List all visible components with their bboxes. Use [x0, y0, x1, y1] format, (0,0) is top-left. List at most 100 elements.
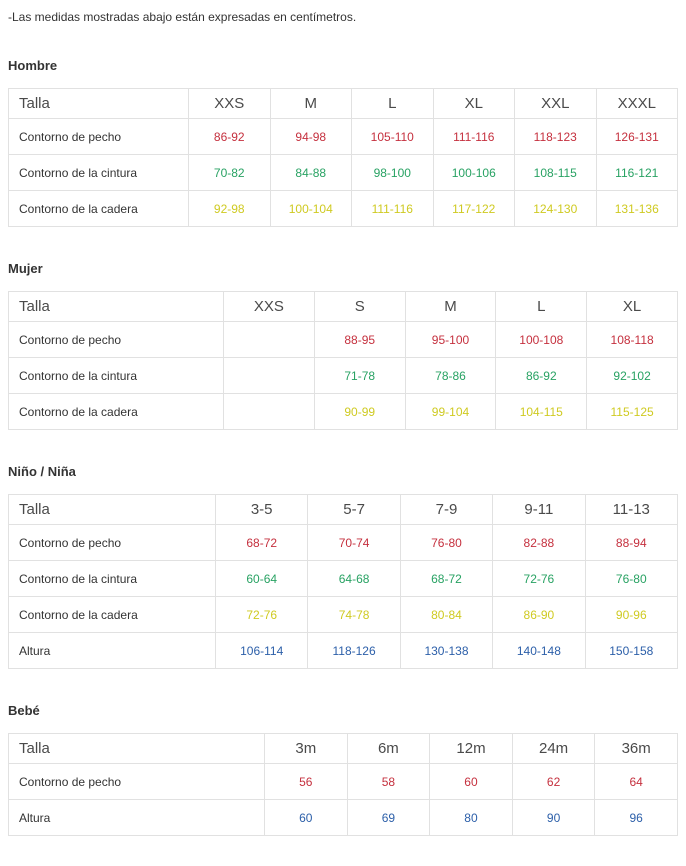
table-row: Contorno de la cintura 60-64 64-68 68-72…: [8, 560, 679, 597]
section-title-mujer: Mujer: [8, 261, 43, 276]
cell-value: 76-80: [584, 560, 679, 597]
cell-value: 70-74: [307, 524, 401, 561]
cell-value: 90: [511, 799, 596, 836]
cell-value: 106-114: [214, 632, 309, 669]
section-title-bebe: Bebé: [8, 703, 40, 718]
column-header-size: M: [404, 291, 497, 322]
cell-value: 72-76: [214, 596, 309, 633]
section-hombre: Hombre Talla XXS M L XL XXL XXXL Contorn…: [8, 58, 678, 227]
column-header-size: L: [351, 88, 434, 119]
cell-value: 90-96: [584, 596, 679, 633]
row-label: Contorno de la cintura: [8, 154, 189, 191]
table-header-row: Talla 3m 6m 12m 24m 36m: [8, 733, 678, 764]
table-row: Altura 106-114 118-126 130-138 140-148 1…: [8, 632, 679, 669]
cell-value: 70-82: [188, 154, 271, 191]
table-header-row: Talla 3-5 5-7 7-9 9-11 11-13: [8, 494, 679, 525]
column-header-size: 11-13: [584, 494, 679, 525]
bebe-size-table: Talla 3m 6m 12m 24m 36m Contorno de pech…: [8, 733, 678, 836]
table-header-row: Talla XXS M L XL XXL XXXL: [8, 88, 678, 119]
cell-value: 74-78: [307, 596, 401, 633]
column-header-size: 3-5: [214, 494, 309, 525]
cell-value: 108-118: [586, 321, 678, 358]
section-title-nino-nina: Niño / Niña: [8, 464, 76, 479]
column-header-size: 9-11: [492, 494, 586, 525]
column-header-size: 12m: [429, 733, 513, 764]
cell-value: 116-121: [595, 154, 678, 191]
row-label: Altura: [8, 799, 265, 836]
table-header-row: Talla XXS S M L XL: [8, 291, 678, 322]
table-row: Altura 60 69 80 90 96: [8, 799, 678, 836]
column-header-size: XXXL: [595, 88, 678, 119]
cell-value: 131-136: [595, 190, 678, 227]
cell-value: 105-110: [351, 118, 434, 155]
measurements-note: -Las medidas mostradas abajo están expre…: [8, 10, 357, 24]
cell-value: 68-72: [214, 524, 309, 561]
column-header-size: XL: [432, 88, 515, 119]
column-header-size: 3m: [264, 733, 348, 764]
cell-value: 86-92: [188, 118, 271, 155]
cell-value: 100-104: [269, 190, 352, 227]
column-header-size: 36m: [594, 733, 678, 764]
cell-value: 150-158: [584, 632, 679, 669]
table-row: Contorno de la cadera 92-98 100-104 111-…: [8, 190, 678, 227]
table-row: Contorno de la cintura 70-82 84-88 98-10…: [8, 154, 678, 191]
table-row: Contorno de la cadera 72-76 74-78 80-84 …: [8, 596, 679, 633]
cell-value: 82-88: [492, 524, 586, 561]
row-label: Contorno de la cadera: [8, 190, 189, 227]
row-label: Contorno de la cintura: [8, 357, 224, 394]
cell-value: 96: [594, 799, 678, 836]
cell-value: 64: [594, 763, 678, 800]
column-header-size: XXL: [514, 88, 597, 119]
column-header-size: 24m: [511, 733, 596, 764]
cell-value: 86-92: [495, 357, 588, 394]
cell-value: 62: [511, 763, 596, 800]
column-header-talla: Talla: [8, 291, 224, 322]
cell-value: 111-116: [432, 118, 515, 155]
cell-value: 140-148: [492, 632, 586, 669]
cell-value: 115-125: [586, 393, 678, 430]
cell-value: 100-106: [432, 154, 515, 191]
cell-value: 130-138: [399, 632, 494, 669]
table-row: Contorno de pecho 88-95 95-100 100-108 1…: [8, 321, 678, 358]
column-header-size: XXS: [188, 88, 271, 119]
cell-value: 92-102: [586, 357, 678, 394]
section-mujer: Mujer Talla XXS S M L XL Contorno de pec…: [8, 261, 678, 430]
column-header-size: XXS: [223, 291, 315, 322]
cell-value: 86-90: [492, 596, 586, 633]
cell-value: 88-95: [313, 321, 406, 358]
row-label: Contorno de pecho: [8, 763, 265, 800]
cell-value: 64-68: [307, 560, 401, 597]
cell-value: 94-98: [269, 118, 352, 155]
row-label: Contorno de la cintura: [8, 560, 216, 597]
cell-value: 60: [264, 799, 348, 836]
cell-value: [223, 321, 315, 358]
cell-value: [223, 357, 315, 394]
cell-value: 99-104: [404, 393, 497, 430]
row-label: Altura: [8, 632, 216, 669]
row-label: Contorno de pecho: [8, 118, 189, 155]
cell-value: 88-94: [584, 524, 679, 561]
table-row: Contorno de la cintura 71-78 78-86 86-92…: [8, 357, 678, 394]
table-row: Contorno de pecho 68-72 70-74 76-80 82-8…: [8, 524, 679, 561]
section-nino-nina: Niño / Niña Talla 3-5 5-7 7-9 9-11 11-13…: [8, 464, 679, 669]
cell-value: 100-108: [495, 321, 588, 358]
cell-value: 71-78: [313, 357, 406, 394]
cell-value: 80: [429, 799, 513, 836]
cell-value: 60: [429, 763, 513, 800]
section-title-hombre: Hombre: [8, 58, 58, 73]
cell-value: 56: [264, 763, 348, 800]
table-row: Contorno de pecho 86-92 94-98 105-110 11…: [8, 118, 678, 155]
cell-value: 98-100: [351, 154, 434, 191]
cell-value: 72-76: [492, 560, 586, 597]
hombre-size-table: Talla XXS M L XL XXL XXXL Contorno de pe…: [8, 88, 678, 227]
column-header-size: L: [495, 291, 588, 322]
row-label: Contorno de pecho: [8, 321, 224, 358]
cell-value: 117-122: [432, 190, 515, 227]
column-header-size: M: [269, 88, 352, 119]
cell-value: 80-84: [399, 596, 494, 633]
column-header-size: XL: [586, 291, 678, 322]
cell-value: [223, 393, 315, 430]
cell-value: 78-86: [404, 357, 497, 394]
cell-value: 58: [346, 763, 431, 800]
